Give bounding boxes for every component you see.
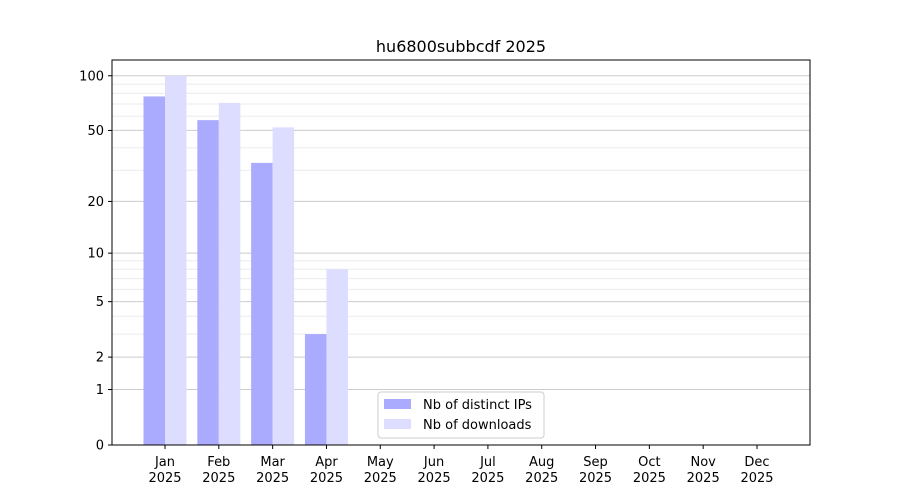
legend-label: Nb of downloads — [423, 418, 532, 433]
bar-distinct-ips — [304, 334, 327, 445]
legend-swatch — [384, 419, 411, 429]
y-tick-label: 5 — [96, 295, 104, 310]
legend-swatch — [384, 399, 411, 409]
y-tick-label: 0 — [96, 439, 104, 454]
axes-frame — [111, 59, 811, 446]
y-tick-label: 20 — [87, 195, 104, 210]
x-tick-label: May 2025 — [364, 455, 397, 486]
y-tick-label: 10 — [87, 247, 104, 262]
x-tick-label: Feb 2025 — [202, 455, 235, 486]
bar-distinct-ips — [197, 120, 219, 445]
y-tick-label: 2 — [96, 351, 104, 366]
bar-downloads — [326, 269, 348, 445]
x-tick-label: Apr 2025 — [310, 455, 343, 486]
legend-label: Nb of distinct IPs — [423, 398, 532, 413]
bar-downloads — [218, 102, 241, 445]
legend: Nb of distinct IPs Nb of downloads — [377, 391, 545, 439]
y-tick-label: 1 — [96, 383, 104, 398]
x-tick-label: Jan 2025 — [148, 455, 181, 486]
bar-downloads — [165, 75, 187, 445]
legend-box — [377, 391, 545, 439]
bar-downloads — [272, 127, 295, 446]
x-tick-label: Dec 2025 — [740, 455, 773, 486]
x-tick-label: Sep 2025 — [579, 455, 612, 486]
x-tick-label: Jun 2025 — [418, 455, 451, 486]
x-tick-label: Aug 2025 — [525, 455, 558, 486]
x-tick-label: Oct 2025 — [633, 455, 666, 486]
bar-distinct-ips — [143, 96, 165, 445]
y-tick-label: 100 — [79, 69, 104, 84]
x-tick-label: Jul 2025 — [471, 455, 504, 486]
x-tick-label: Mar 2025 — [256, 455, 289, 486]
bar-distinct-ips — [251, 162, 273, 445]
x-tick-label: Nov 2025 — [687, 455, 720, 486]
y-tick-label: 50 — [87, 124, 104, 139]
chart-title: hu6800subbcdf 2025 — [376, 37, 546, 56]
